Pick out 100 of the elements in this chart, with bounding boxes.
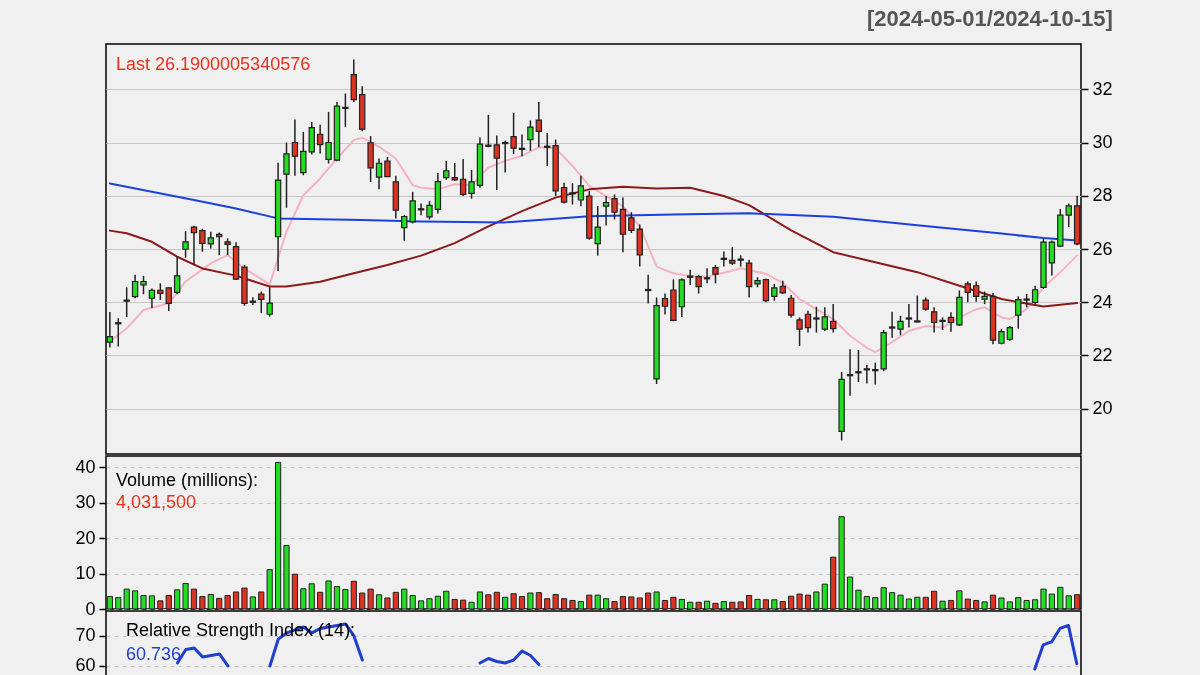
bar [325, 580, 332, 610]
bar [182, 582, 189, 610]
bar [687, 601, 694, 610]
candlestick [173, 255, 181, 296]
y-tick-label: 30 [1092, 132, 1113, 153]
candlestick [375, 157, 383, 191]
bar [762, 599, 770, 610]
y-tick-label: 40 [75, 456, 96, 477]
bar [1006, 601, 1013, 610]
bar [645, 592, 652, 610]
bar [695, 601, 702, 610]
candlestick [602, 195, 610, 227]
candlestick [182, 230, 189, 259]
bar [628, 596, 635, 610]
candlestick [199, 228, 206, 253]
bar [426, 598, 433, 610]
candlestick [611, 193, 618, 221]
bar [678, 598, 685, 610]
candlestick [518, 133, 526, 158]
bar [653, 591, 660, 610]
bar [746, 595, 753, 610]
candlestick [796, 316, 803, 347]
candlestick [830, 303, 837, 334]
candlestick [914, 294, 921, 324]
candlestick [384, 156, 391, 178]
candlestick [687, 269, 694, 286]
bar [333, 586, 341, 610]
bar [106, 596, 113, 610]
candlestick [964, 280, 971, 303]
bar [131, 590, 139, 610]
candlestick [947, 311, 955, 333]
bar [460, 599, 467, 610]
bar [283, 544, 290, 610]
candlestick [712, 264, 719, 285]
candlestick [510, 111, 517, 155]
candlestick [972, 280, 980, 303]
candlestick [1031, 284, 1039, 305]
bar [468, 601, 475, 610]
bar [375, 594, 383, 610]
bar [274, 461, 282, 610]
bar [342, 588, 349, 610]
bar [359, 592, 366, 610]
candlestick [846, 348, 854, 397]
bar [1040, 588, 1047, 610]
candlestick [821, 306, 829, 332]
candlestick [855, 349, 862, 383]
bar [190, 588, 198, 610]
annotation: 4,031,500 [116, 492, 197, 512]
y-tick-label: 26 [1092, 238, 1113, 259]
candlestick [493, 134, 500, 191]
bar [140, 595, 147, 610]
bar [981, 601, 988, 610]
bar [720, 601, 727, 610]
bar [527, 592, 534, 610]
candlestick [131, 274, 139, 299]
bar [518, 596, 526, 610]
candlestick [745, 258, 753, 299]
bar [560, 598, 568, 610]
candlestick [527, 119, 534, 152]
y-tick-label: 30 [75, 492, 96, 512]
bar [199, 596, 206, 610]
candlestick [813, 306, 820, 334]
bar [830, 556, 837, 610]
bar [569, 599, 576, 610]
candlestick [485, 114, 492, 149]
bar [670, 596, 677, 610]
bar [392, 591, 399, 610]
y-tick-label: 32 [1092, 78, 1113, 99]
bar [905, 598, 913, 610]
candlestick [535, 101, 543, 149]
bar [485, 594, 492, 610]
y-tick-label: 60 [75, 655, 96, 675]
bar [216, 597, 223, 610]
bar [931, 590, 938, 610]
bar [148, 595, 156, 610]
y-tick-label: 20 [1092, 398, 1113, 419]
bar [855, 589, 862, 610]
bar [535, 592, 542, 610]
y-tick-label: 20 [75, 527, 96, 548]
bar [619, 596, 627, 610]
bar [367, 588, 374, 610]
candlestick [106, 311, 114, 349]
bar [249, 596, 256, 610]
bar [947, 599, 955, 610]
bar [661, 599, 669, 610]
candlestick [316, 123, 324, 155]
bar [224, 595, 231, 610]
bar [863, 596, 870, 610]
candlestick [291, 118, 299, 177]
bar [232, 591, 240, 610]
candlestick [459, 158, 467, 197]
bar [888, 592, 896, 610]
bar [636, 597, 643, 610]
candlestick [897, 315, 904, 337]
bar [207, 593, 214, 610]
bar [384, 597, 391, 610]
bar [989, 594, 997, 610]
bar [476, 591, 484, 610]
chart-subtitle: [2024-05-01/2024-10-15] [866, 6, 1113, 32]
bar [510, 593, 517, 610]
